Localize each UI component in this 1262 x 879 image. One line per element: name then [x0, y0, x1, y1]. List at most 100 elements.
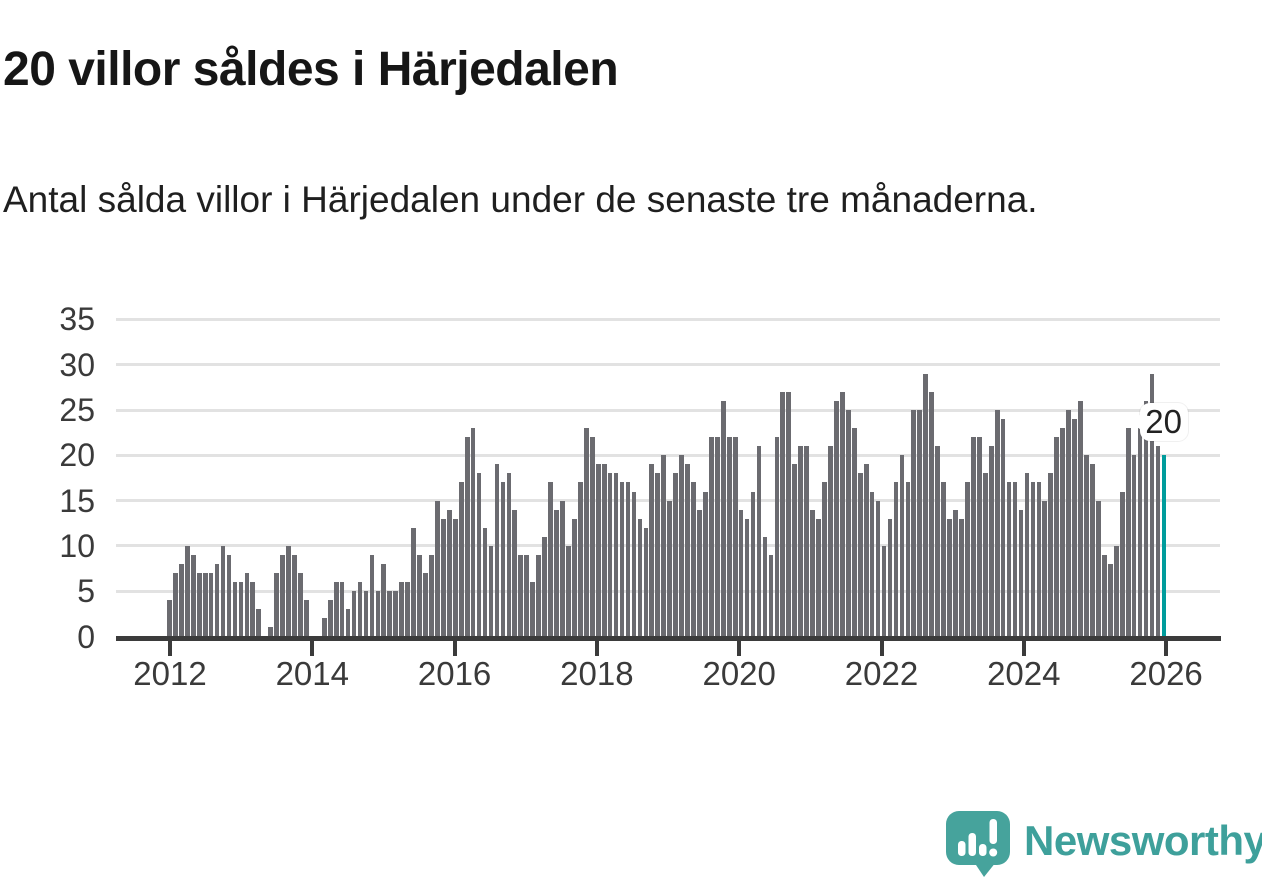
- bar: [655, 473, 661, 637]
- bar: [292, 554, 297, 637]
- x-tick-2020: [737, 637, 742, 656]
- y-tick-label-25: 25: [59, 392, 95, 428]
- bar: [327, 600, 333, 637]
- bar: [732, 437, 738, 637]
- bar: [673, 473, 678, 637]
- bar: [1000, 419, 1006, 637]
- x-tick-2012: [168, 637, 172, 656]
- bar: [286, 545, 291, 637]
- bar: [1113, 545, 1119, 637]
- bar: [304, 600, 309, 637]
- x-tick-label-2012: 2012: [133, 655, 207, 692]
- bar: [524, 554, 530, 637]
- bar: [280, 554, 285, 637]
- bar: [804, 446, 809, 637]
- x-tick-2022: [879, 637, 884, 656]
- brand-name: Newsworthy: [1024, 817, 1262, 864]
- bar: [637, 518, 643, 637]
- bar: [667, 500, 672, 637]
- x-tick-label-2014: 2014: [275, 655, 349, 692]
- bar: [512, 509, 518, 637]
- gridline-20: [116, 453, 1220, 457]
- newsworthy-logo-icon: [946, 811, 1010, 877]
- gridline-30: [116, 363, 1220, 367]
- bar: [405, 582, 410, 637]
- y-tick-label-20: 20: [59, 437, 95, 474]
- bar: [375, 591, 381, 637]
- bar: [494, 464, 500, 637]
- bar: [923, 373, 929, 637]
- bar: [1024, 473, 1030, 637]
- bar: [244, 573, 250, 637]
- bar: [1072, 419, 1077, 637]
- bar: [1102, 554, 1107, 637]
- bar: [881, 545, 887, 637]
- bar: [536, 554, 541, 637]
- x-tick-2024: [1021, 637, 1026, 656]
- callout-label: 20: [1145, 403, 1182, 441]
- x-tick-label-2022: 2022: [844, 655, 919, 692]
- bar: [601, 464, 607, 637]
- bar: [572, 518, 577, 637]
- bar: [1006, 482, 1012, 637]
- x-tick-label-2024: 2024: [987, 655, 1061, 692]
- bar: [369, 554, 375, 637]
- bar: [1018, 509, 1024, 637]
- bar: [452, 518, 458, 637]
- bar: [750, 491, 756, 637]
- bar: [828, 446, 833, 637]
- bar: [1030, 482, 1036, 637]
- bar: [744, 518, 750, 637]
- bar: [530, 582, 536, 637]
- bar: [816, 518, 821, 637]
- bar: [566, 545, 571, 637]
- bar-chart: 0 5 10 15 20 25 30 35 2012 2014 2016 2018 2020 2022 2…: [0, 300, 1262, 720]
- bar: [738, 509, 744, 637]
- bar: [250, 582, 256, 637]
- bar: [1084, 455, 1089, 637]
- bar: [458, 482, 464, 637]
- bar: [762, 536, 768, 637]
- page-title: 20 villor såldes i Härjedalen: [3, 43, 619, 97]
- bar: [333, 582, 339, 637]
- bar: [1107, 564, 1113, 637]
- bar: [929, 391, 935, 637]
- bar: [976, 437, 982, 637]
- bar: [1060, 428, 1066, 637]
- bar: [709, 437, 714, 637]
- bar: [1143, 400, 1149, 637]
- bar: [893, 482, 899, 637]
- callout-tail-icon: [1130, 414, 1141, 431]
- bar: [435, 500, 440, 637]
- bar: [971, 437, 976, 637]
- bar: [685, 464, 690, 637]
- bar: [947, 518, 952, 637]
- bar: [994, 410, 1000, 637]
- bar: [268, 627, 274, 637]
- bar: [399, 582, 405, 637]
- bar: [982, 473, 988, 637]
- bar: [1036, 482, 1042, 637]
- bar: [1125, 428, 1131, 637]
- bar: [857, 473, 863, 637]
- bar: [631, 491, 637, 637]
- bar: [476, 473, 482, 637]
- bar: [554, 509, 559, 637]
- bar: [577, 482, 583, 637]
- bar: [863, 464, 869, 637]
- y-tick-label-5: 5: [77, 573, 95, 610]
- bar: [834, 400, 839, 637]
- bar: [988, 446, 994, 637]
- bar: [1078, 400, 1083, 637]
- bar: [1090, 464, 1095, 637]
- bar: [1149, 373, 1155, 637]
- bar: [1155, 446, 1161, 637]
- bar: [649, 464, 655, 637]
- bar: [1096, 500, 1101, 637]
- bar: [357, 582, 363, 637]
- bar: [953, 509, 958, 637]
- bar: [643, 527, 649, 637]
- bar: [965, 482, 970, 637]
- bar: [625, 482, 631, 637]
